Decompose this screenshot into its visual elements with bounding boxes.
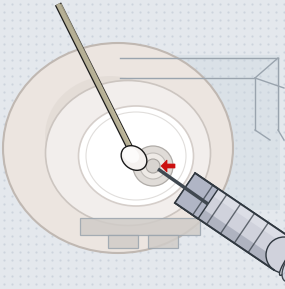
Polygon shape: [175, 173, 285, 270]
Ellipse shape: [3, 43, 233, 253]
Ellipse shape: [282, 245, 285, 282]
Polygon shape: [80, 218, 200, 235]
Ellipse shape: [280, 244, 285, 275]
Polygon shape: [148, 235, 178, 248]
Polygon shape: [175, 194, 280, 270]
Polygon shape: [175, 173, 218, 219]
Ellipse shape: [266, 237, 285, 273]
Ellipse shape: [78, 106, 194, 206]
Polygon shape: [190, 173, 285, 248]
Polygon shape: [108, 235, 138, 248]
Circle shape: [146, 159, 160, 173]
Polygon shape: [95, 55, 280, 210]
Ellipse shape: [46, 81, 211, 225]
Ellipse shape: [123, 147, 139, 163]
Circle shape: [133, 146, 173, 186]
Ellipse shape: [121, 146, 147, 170]
Ellipse shape: [45, 76, 175, 196]
Polygon shape: [161, 160, 175, 172]
Circle shape: [140, 153, 166, 179]
